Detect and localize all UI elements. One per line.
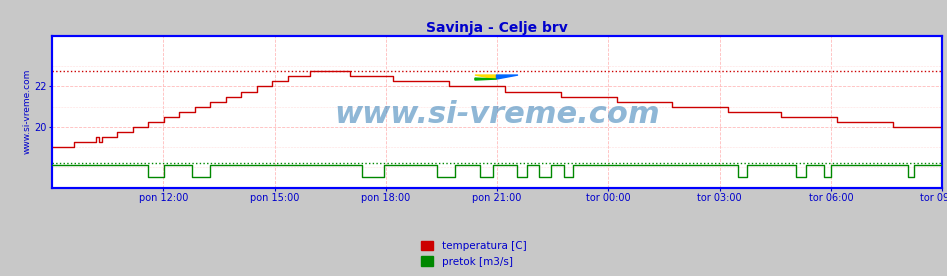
Polygon shape [496, 75, 518, 79]
Title: Savinja - Celje brv: Savinja - Celje brv [426, 21, 568, 35]
Polygon shape [475, 75, 496, 79]
Polygon shape [475, 78, 496, 80]
Y-axis label: www.si-vreme.com: www.si-vreme.com [22, 69, 31, 155]
Text: www.si-vreme.com: www.si-vreme.com [334, 100, 660, 129]
Legend: temperatura [C], pretok [m3/s]: temperatura [C], pretok [m3/s] [417, 237, 530, 271]
